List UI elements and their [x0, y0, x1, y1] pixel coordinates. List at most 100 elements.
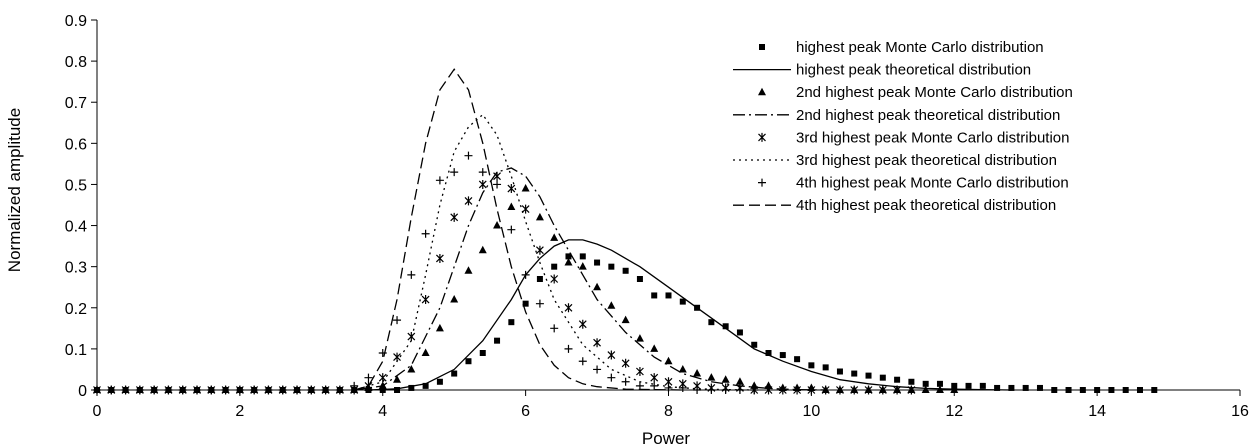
data-point: [464, 266, 473, 274]
data-point: [550, 274, 559, 284]
data-point: [607, 350, 616, 360]
series-3: [93, 184, 959, 393]
data-point: [421, 295, 430, 305]
data-point: [851, 370, 858, 377]
legend-label: 2nd highest peak theoretical distributio…: [796, 107, 1060, 124]
series-1: [94, 253, 1158, 393]
series-line: [354, 113, 755, 391]
data-point: [664, 356, 673, 365]
series-6: [354, 113, 755, 391]
data-point: [635, 334, 644, 342]
data-point: [493, 171, 501, 181]
data-point: [794, 356, 801, 363]
y-tick-label: 0.1: [65, 342, 87, 359]
series-5: [93, 171, 916, 395]
y-tick-label: 0.6: [65, 136, 87, 153]
series-2: [368, 239, 1012, 391]
data-point: [493, 221, 502, 229]
data-point: [478, 245, 487, 254]
x-tick-label: 0: [93, 403, 102, 420]
x-tick-label: 14: [1088, 403, 1106, 420]
data-point: [550, 324, 559, 333]
data-point: [421, 348, 430, 356]
series-8: [354, 68, 683, 391]
data-point: [935, 385, 944, 393]
legend-swatch: [758, 87, 766, 96]
data-point: [350, 381, 359, 390]
legend-label: highest peak theoretical distribution: [796, 62, 1031, 79]
axes: 0 2 4 6 8 10 12 14 16 0 0.1 0.2 0.3 0.4 0.5 0.6 0.7 0.8 0.…: [65, 13, 1249, 420]
legend-item: 4th highest peak Monte Carlo distributio…: [758, 175, 1069, 192]
x-axis-title: Power: [642, 429, 691, 448]
data-point: [378, 373, 387, 383]
data-point: [608, 263, 615, 270]
series-7: [93, 151, 759, 394]
legend-item: 2nd highest peak theoretical distributio…: [733, 107, 1060, 124]
legend-item: 3rd highest peak Monte Carlo distributio…: [758, 129, 1070, 146]
data-point: [651, 292, 658, 299]
data-point: [979, 382, 986, 389]
data-point: [564, 303, 573, 313]
data-point: [465, 358, 472, 365]
data-point: [607, 373, 616, 382]
data-point: [765, 350, 772, 356]
data-point: [922, 380, 929, 387]
x-tick-label: 4: [378, 403, 387, 420]
legend-item: 2nd highest peak Monte Carlo distributio…: [758, 84, 1073, 101]
data-point: [378, 349, 387, 357]
data-point: [464, 151, 473, 160]
data-point: [535, 299, 544, 308]
data-point: [679, 298, 686, 305]
data-point: [507, 202, 516, 211]
data-point: [921, 385, 930, 393]
data-point: [578, 262, 587, 270]
data-point: [693, 369, 702, 377]
data-point: [507, 225, 516, 234]
x-tick-label: 8: [664, 403, 673, 420]
data-point: [422, 382, 429, 389]
data-point: [764, 381, 773, 389]
data-point: [435, 253, 444, 263]
x-tick-label: 10: [802, 403, 820, 420]
legend-swatch: [758, 178, 766, 187]
data-point: [650, 344, 659, 352]
data-point: [936, 380, 943, 387]
legend: highest peak Monte Carlo distribution hig…: [733, 39, 1073, 214]
series-line: [354, 167, 826, 391]
data-point: [908, 378, 915, 385]
y-tick-label: 0.2: [65, 301, 87, 318]
data-point: [751, 341, 758, 348]
data-point: [650, 381, 659, 390]
data-point: [508, 319, 515, 326]
data-point: [364, 373, 373, 382]
data-point: [535, 245, 544, 255]
data-point: [650, 373, 659, 383]
series-line: [354, 68, 683, 391]
data-point: [464, 196, 473, 206]
data-point: [407, 332, 416, 342]
legend-label: 4th highest peak theoretical distributio…: [796, 197, 1056, 214]
data-point: [364, 381, 373, 391]
y-tick-label: 0: [78, 383, 87, 400]
data-point: [665, 292, 672, 299]
data-point: [678, 364, 687, 373]
legend-label: highest peak Monte Carlo distribution: [796, 39, 1044, 56]
data-point: [550, 233, 559, 241]
legend-label: 3rd highest peak theoretical distributio…: [796, 152, 1057, 169]
data-point: [407, 364, 416, 373]
data-point: [593, 338, 601, 348]
data-point: [636, 276, 643, 282]
data-point: [450, 212, 459, 222]
data-point: [894, 376, 901, 383]
data-point: [621, 315, 630, 324]
data-point: [578, 319, 587, 329]
x-tick-label: 16: [1231, 403, 1249, 420]
data-point: [578, 357, 587, 366]
data-point: [564, 258, 573, 266]
data-point: [708, 319, 715, 326]
data-point: [507, 184, 516, 194]
data-point: [1008, 384, 1015, 391]
data-point: [994, 384, 1001, 391]
data-point: [451, 370, 458, 377]
data-point: [535, 212, 544, 221]
